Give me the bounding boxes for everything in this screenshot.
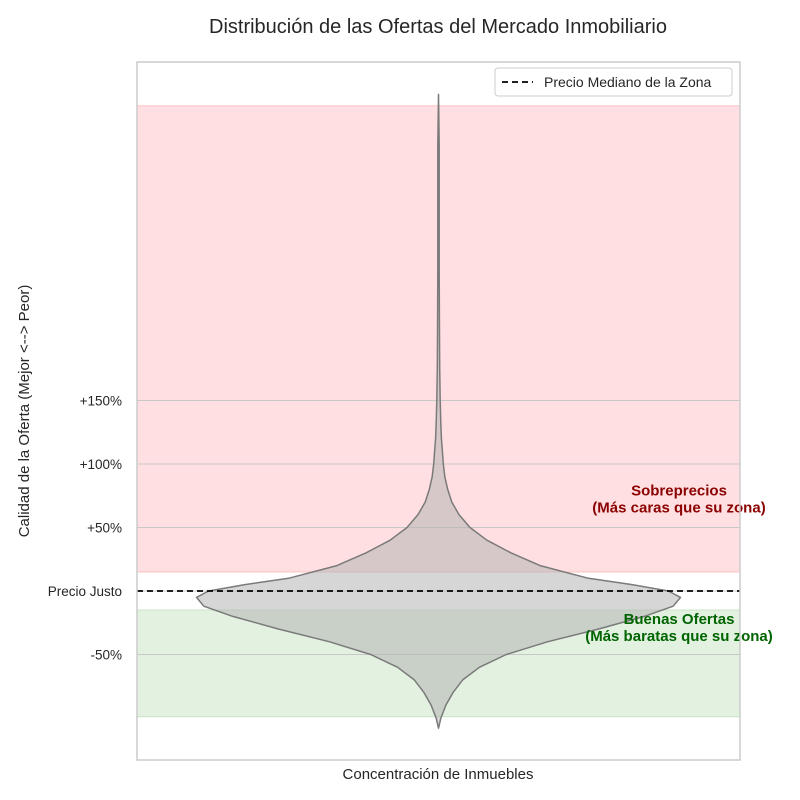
violin-body bbox=[195, 93, 682, 729]
x-axis-label: Concentración de Inmuebles bbox=[343, 766, 534, 783]
legend-box bbox=[494, 67, 733, 97]
chart-title: Distribución de las Ofertas del Mercado … bbox=[209, 16, 667, 38]
legend-label: Precio Mediano de la Zona bbox=[544, 74, 712, 90]
annotation-line: Sobreprecios bbox=[631, 483, 727, 500]
y-tick-label: Precio Justo bbox=[48, 584, 122, 599]
y-tick-label: +50% bbox=[87, 521, 122, 536]
legend: Precio Mediano de la Zona bbox=[494, 67, 733, 97]
plot-frame bbox=[136, 61, 741, 761]
y-tick-label: +100% bbox=[80, 457, 122, 472]
annotation-line: (Más baratas que su zona) bbox=[585, 628, 773, 645]
y-tick-label: -50% bbox=[90, 648, 122, 663]
y-tick-label: +150% bbox=[80, 394, 122, 409]
annotation-line: (Más caras que su zona) bbox=[592, 500, 765, 517]
annotation-good-deals: Buenas Ofertas (Más baratas que su zona) bbox=[585, 611, 773, 645]
annotation-overpriced: Sobreprecios (Más caras que su zona) bbox=[592, 483, 765, 517]
plot-area: +150% +100% +50% Precio Justo -50% Sobrepreci… bbox=[48, 61, 773, 761]
y-axis-label: Calidad de la Oferta (Mejor <--> Peor) bbox=[16, 285, 33, 538]
annotation-line: Buenas Ofertas bbox=[624, 611, 735, 628]
